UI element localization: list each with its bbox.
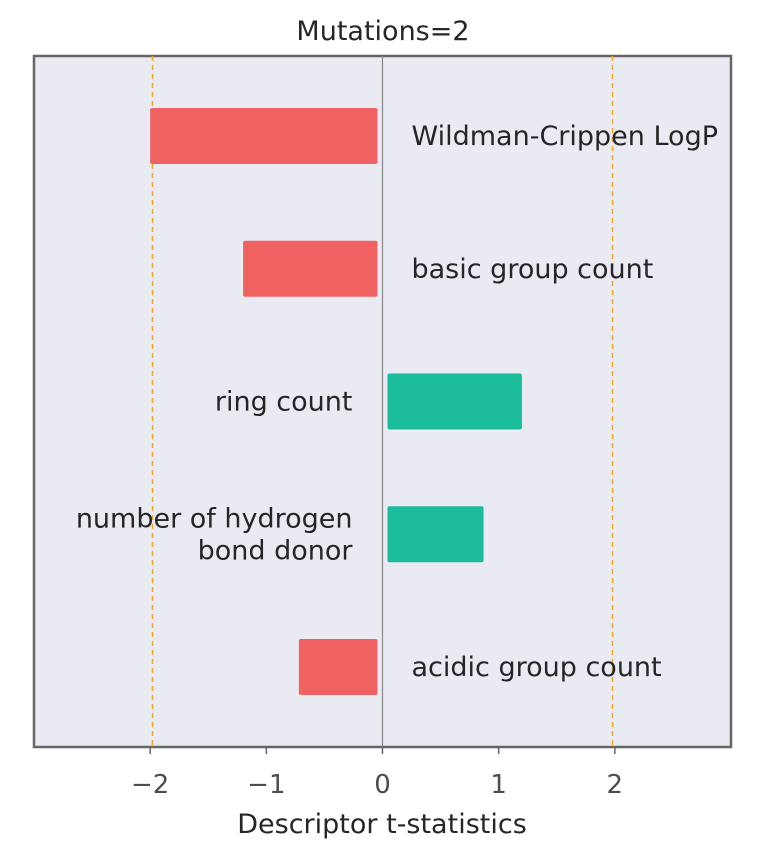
bar-label-5: acidic group count [412,652,662,683]
x-axis-label: Descriptor t-statistics [237,809,527,840]
chart-title: Mutations=2 [296,16,469,47]
x-tick-label-4: 1 [490,770,507,800]
bar-1 [150,108,378,164]
bar-2 [243,240,378,297]
bar-label-1: Wildman-Crippen LogP [412,121,719,152]
bar-5 [298,639,378,695]
x-tick-label-3: 0 [374,770,391,800]
bar-4 [387,506,484,563]
bar-label-3: ring count [215,387,353,418]
x-tick-label-2: −1 [247,770,285,800]
bar-label-2: basic group count [412,254,654,285]
bar-label-4: number of hydrogen bond donor [76,503,354,566]
x-tick-label-5: 2 [607,770,624,800]
x-tick-label-1: −2 [131,770,169,800]
bar-3 [387,373,522,430]
